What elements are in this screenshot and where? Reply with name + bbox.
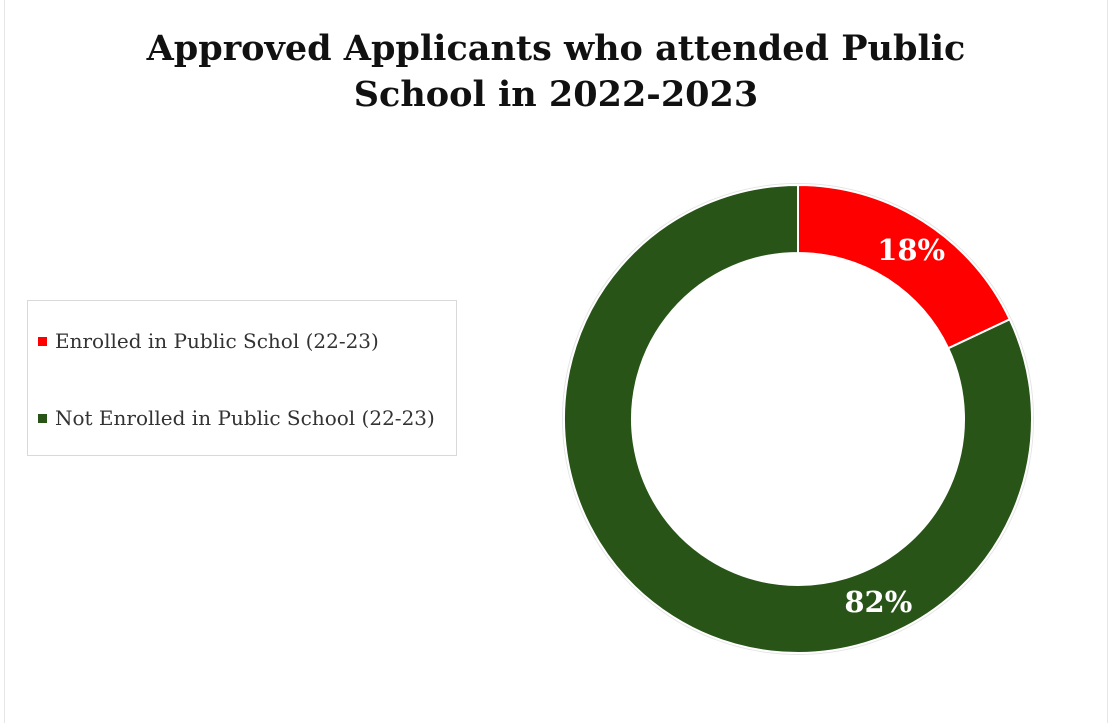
legend-swatch-enrolled bbox=[38, 336, 47, 346]
donut-outline bbox=[562, 183, 1034, 655]
donut-slice-not-enrolled bbox=[563, 183, 1033, 654]
chart-title-line-1: Approved Applicants who attended Public bbox=[146, 28, 966, 69]
chart-frame bbox=[4, 0, 1108, 723]
legend-item-not-enrolled: Not Enrolled in Public School (22-23) bbox=[38, 406, 435, 430]
chart-title: Approved Applicants who attended Public … bbox=[0, 26, 1112, 118]
chart-legend: Enrolled in Public Schol (22-23) Not Enr… bbox=[27, 300, 457, 456]
legend-swatch-not-enrolled bbox=[38, 413, 47, 423]
chart-title-line-2: School in 2022-2023 bbox=[353, 74, 759, 115]
legend-item-enrolled: Enrolled in Public Schol (22-23) bbox=[38, 329, 379, 353]
legend-label-not-enrolled: Not Enrolled in Public School (22-23) bbox=[55, 406, 435, 430]
data-label-not-enrolled: 82% bbox=[844, 585, 912, 619]
data-label-enrolled: 18% bbox=[877, 233, 945, 267]
legend-label-enrolled: Enrolled in Public Schol (22-23) bbox=[55, 329, 379, 353]
